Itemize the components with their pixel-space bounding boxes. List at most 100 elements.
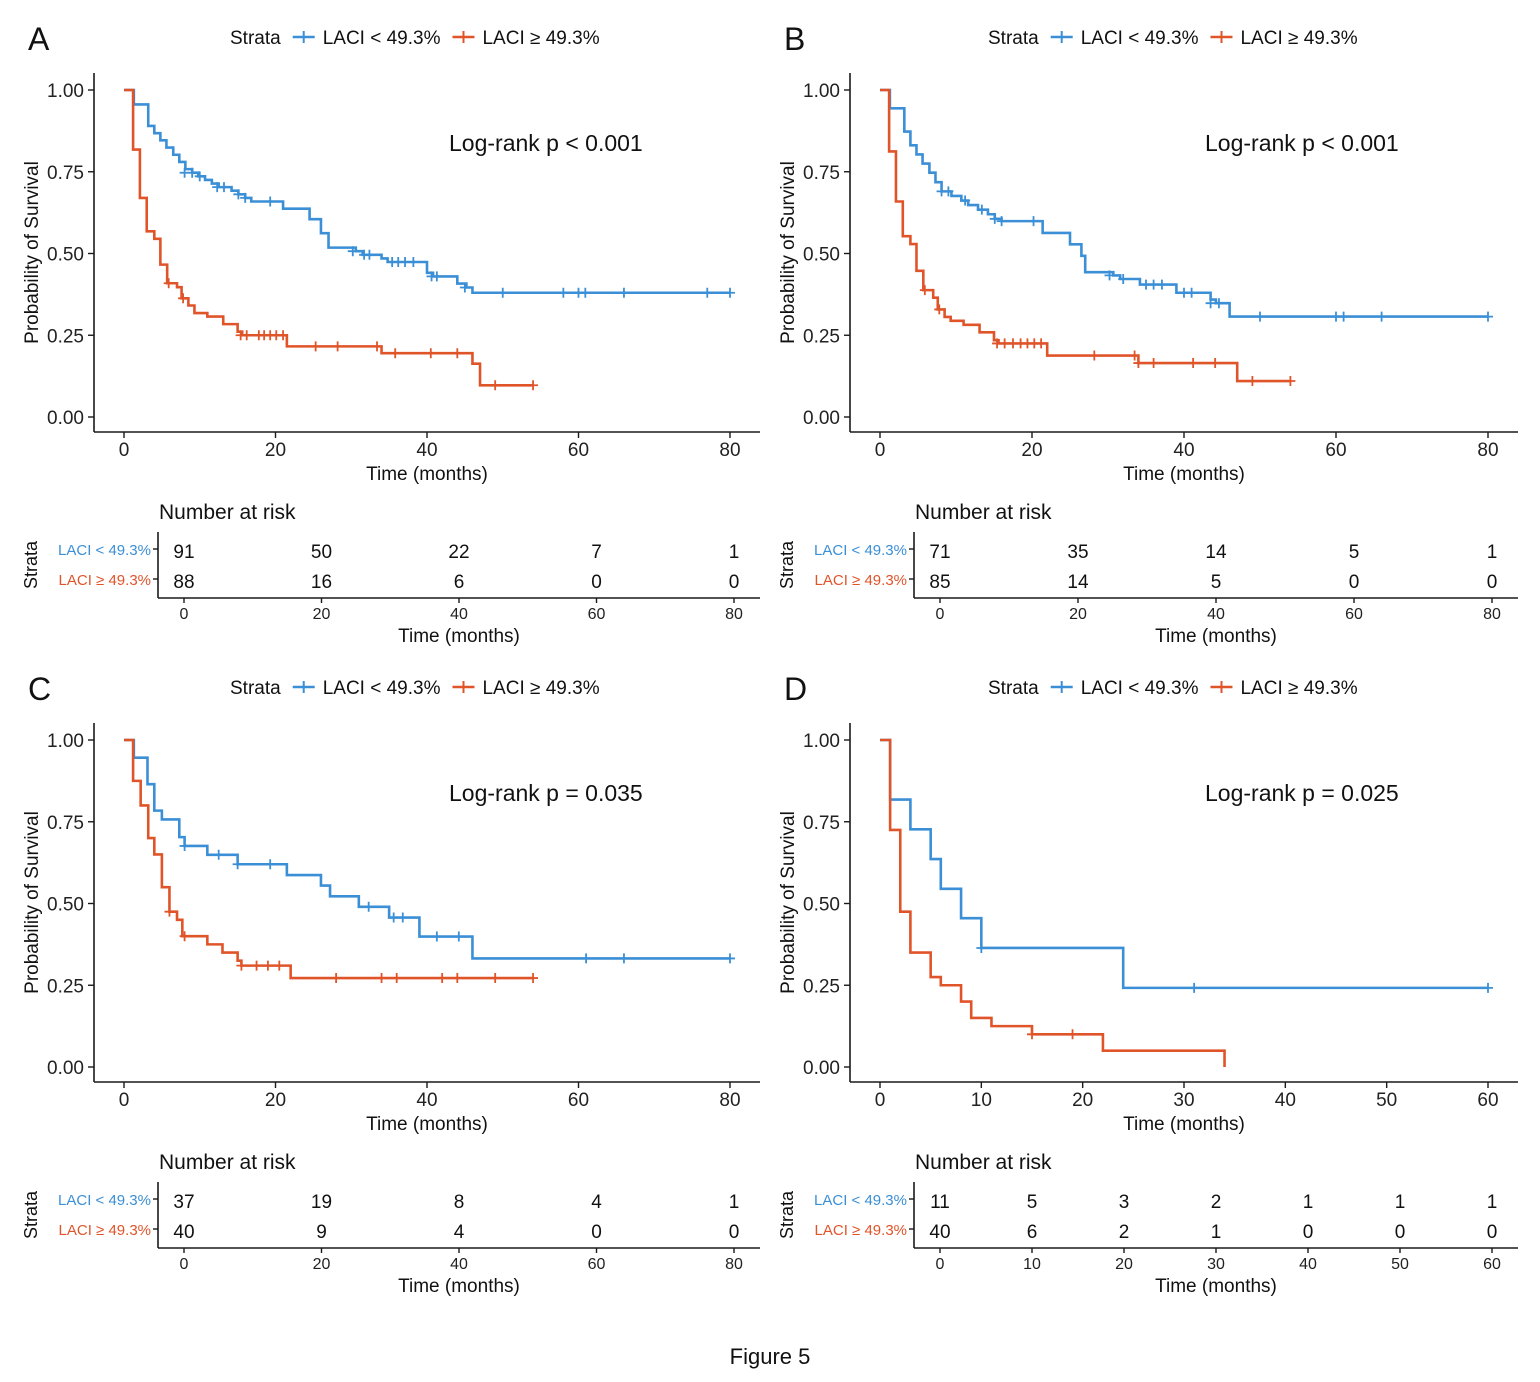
legend-entry-high: LACI ≥ 49.3% [482, 678, 599, 699]
y-tick-label: 0.75 [803, 813, 840, 834]
legend-entry-low: LACI < 49.3% [323, 28, 441, 49]
risk-count: 0 [1395, 1222, 1406, 1243]
censor-mark-high [1036, 338, 1047, 349]
x-tick-label: 80 [719, 440, 740, 461]
censor-mark-low [618, 287, 629, 298]
risk-x-tick-label: 40 [1299, 1256, 1317, 1273]
censor-mark-high [919, 285, 930, 296]
risk-count: 0 [591, 572, 602, 593]
y-tick-label: 0.25 [47, 976, 84, 997]
censor-mark-low [976, 942, 987, 953]
legend-entry-low: LACI < 49.3% [323, 678, 441, 699]
censor-mark-high [391, 973, 402, 984]
risk-count: 0 [591, 1222, 602, 1243]
censor-mark-high [376, 973, 387, 984]
y-axis-title: Probability of Survival [778, 161, 799, 344]
censor-mark-high [262, 960, 273, 971]
risk-x-tick-label: 50 [1391, 1256, 1409, 1273]
censor-mark-low [960, 195, 971, 206]
censor-mark-high [179, 931, 190, 942]
censor-mark-high [332, 341, 343, 352]
censor-mark-low [1213, 298, 1224, 309]
censor-mark-high [310, 341, 321, 352]
survival-curve-high [880, 88, 1291, 383]
censor-mark-low [1483, 982, 1493, 993]
censor-mark-high [425, 348, 436, 359]
x-tick-label: 60 [1477, 1090, 1498, 1111]
y-tick-label: 0.75 [47, 163, 84, 184]
legend-entry-high: LACI ≥ 49.3% [482, 28, 599, 49]
risk-x-tick-label: 80 [1483, 606, 1501, 623]
x-tick-label: 80 [719, 1090, 740, 1111]
risk-count: 35 [1067, 542, 1088, 563]
censor-mark-low [497, 287, 508, 298]
censor-mark-high [274, 960, 285, 971]
censor-mark-high [1067, 1029, 1078, 1040]
censor-mark-low [213, 849, 224, 860]
y-tick-label: 1.00 [803, 81, 840, 102]
censor-mark-high [1285, 376, 1296, 387]
censor-mark-low [989, 213, 1000, 224]
risk-row-label-low: LACI < 49.3% [58, 1192, 151, 1209]
censor-mark-high [1210, 358, 1221, 369]
y-tick-label: 1.00 [47, 81, 84, 102]
censor-mark-low [1483, 311, 1493, 322]
x-tick-label: 20 [265, 440, 286, 461]
censor-mark-low [408, 257, 419, 268]
x-tick-label: 60 [568, 440, 589, 461]
x-tick-label: 0 [119, 440, 130, 461]
risk-count: 11 [930, 1192, 950, 1213]
risk-x-tick-label: 20 [1115, 1256, 1133, 1273]
risk-row-label-low: LACI < 49.3% [814, 542, 907, 559]
x-axis-title: Time (months) [366, 1114, 488, 1135]
km-panel-d: D Strata LACI < 49.3% LACI ≥ 49.3% 0.00 0.25 0… [777, 671, 1518, 1297]
risk-row-label-high: LACI ≥ 49.3% [815, 1222, 907, 1239]
x-tick-label: 10 [971, 1090, 992, 1111]
censor-mark-high [372, 341, 383, 352]
censor-mark-high [934, 304, 945, 315]
panel-label: B [784, 21, 805, 57]
risk-table: Number at risk Strata LACI < 49.3% 91 50 22 7 1… [21, 501, 760, 647]
risk-table: Number at risk Strata LACI < 49.3% 71 35 14 5 1… [777, 501, 1518, 647]
censor-mark-low [1028, 216, 1039, 227]
risk-count: 19 [311, 1192, 332, 1213]
risk-count: 0 [729, 1222, 740, 1243]
legend: Strata LACI < 49.3% LACI ≥ 49.3% [230, 28, 600, 49]
censor-mark-low [1338, 311, 1349, 322]
censor-mark-low [347, 246, 358, 257]
censor-mark-low [1118, 274, 1129, 285]
y-tick-label: 0.25 [803, 976, 840, 997]
x-axis-title: Time (months) [366, 464, 488, 485]
censor-mark-high [1247, 376, 1258, 387]
x-tick-label: 40 [416, 440, 437, 461]
risk-count: 5 [1211, 572, 1222, 593]
risk-count: 6 [454, 572, 465, 593]
risk-table-title: Number at risk [159, 501, 296, 524]
x-tick-label: 80 [1477, 440, 1498, 461]
risk-x-tick-label: 10 [1023, 1256, 1041, 1273]
risk-x-tick-label: 80 [725, 1256, 743, 1273]
survival-curve-low [124, 738, 730, 960]
risk-count: 7 [591, 542, 602, 563]
risk-count: 4 [454, 1222, 465, 1243]
x-tick-label: 60 [568, 1090, 589, 1111]
risk-x-tick-label: 60 [1483, 1256, 1501, 1273]
risk-x-tick-label: 30 [1207, 1256, 1225, 1273]
censor-mark-high [528, 380, 539, 391]
risk-count: 88 [173, 572, 194, 593]
risk-count: 0 [729, 572, 740, 593]
censor-mark-low [431, 271, 442, 282]
censor-mark-low [232, 859, 243, 870]
x-tick-label: 20 [265, 1090, 286, 1111]
risk-row-label-low: LACI < 49.3% [58, 542, 151, 559]
risk-count: 5 [1349, 542, 1360, 563]
risk-table-title: Number at risk [159, 1151, 296, 1174]
y-tick-label: 0.25 [803, 326, 840, 347]
censor-mark-low [187, 167, 198, 178]
x-tick-label: 20 [1021, 440, 1042, 461]
censor-mark-low [581, 953, 592, 964]
risk-count: 0 [1487, 1222, 1498, 1243]
censor-mark-low [725, 287, 735, 298]
y-tick-label: 0.50 [803, 895, 840, 916]
